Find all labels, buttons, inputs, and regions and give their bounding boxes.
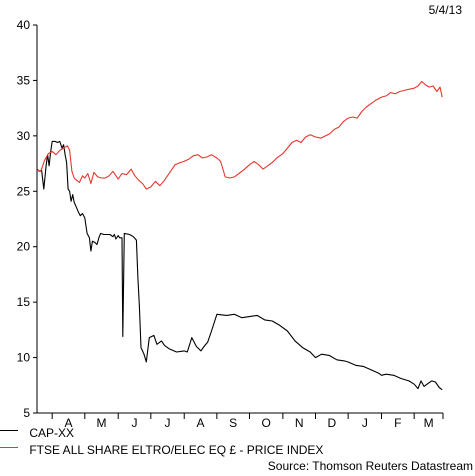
- x-tick-label-0: A: [64, 416, 72, 430]
- x-tick-label-7: N: [295, 416, 304, 430]
- y-tick-label-40: 40: [17, 18, 31, 32]
- x-tick-label-9: J: [362, 416, 368, 430]
- x-tick-label-10: F: [394, 416, 401, 430]
- series-line-cap-xx: [36, 140, 443, 391]
- y-tick-label-20: 20: [17, 240, 31, 254]
- series-line-ftse: [36, 80, 443, 190]
- x-tick-label-3: J: [165, 416, 171, 430]
- x-tick-label-5: S: [229, 416, 237, 430]
- source-note: Source: Thomson Reuters Datastream: [267, 459, 473, 473]
- legend-item-cap-xx: CAP-XX: [0, 426, 74, 441]
- date-stamp: 5/4/13: [428, 3, 462, 17]
- legend-item-ftse: FTSE ALL SHARE ELTRO/ELEC EQ £ - PRICE I…: [0, 443, 323, 458]
- y-tick-label-35: 35: [17, 73, 31, 87]
- y-tick-label-15: 15: [17, 295, 31, 309]
- y-axis: 5 10 15 20 25 30 35 40: [17, 18, 38, 420]
- x-tick-label-2: J: [132, 416, 138, 430]
- legend-label-cap-xx: CAP-XX: [29, 426, 75, 440]
- x-tick-label-8: D: [327, 416, 336, 430]
- x-tick-label-1: M: [97, 416, 107, 430]
- legend-swatch-ftse: [0, 447, 18, 449]
- x-tick-label-11: M: [424, 416, 434, 430]
- legend-swatch-cap-xx: [0, 430, 18, 432]
- y-tick-label-5: 5: [23, 406, 30, 420]
- y-tick-label-30: 30: [17, 129, 31, 143]
- x-tick-label-6: O: [262, 416, 271, 430]
- y-tick-label-10: 10: [17, 351, 31, 365]
- x-tick-label-4: A: [197, 416, 205, 430]
- series-layer: [36, 80, 443, 391]
- legend-label-ftse: FTSE ALL SHARE ELTRO/ELEC EQ £ - PRICE I…: [29, 443, 324, 457]
- y-tick-label-25: 25: [17, 184, 31, 198]
